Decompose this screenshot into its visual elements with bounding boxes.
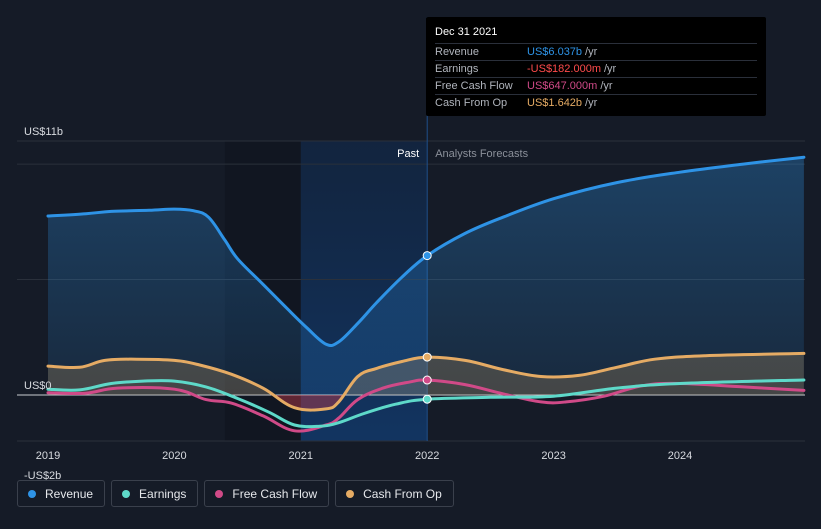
chart-legend: Revenue Earnings Free Cash Flow Cash Fro… bbox=[17, 480, 454, 507]
legend-label: Free Cash Flow bbox=[232, 486, 318, 501]
tooltip: Dec 31 2021 Revenue US$6.037b /yr Earnin… bbox=[426, 17, 766, 116]
tooltip-label: Cash From Op bbox=[435, 97, 508, 109]
tooltip-value: -US$182.000m bbox=[527, 63, 601, 75]
tooltip-row-cash-from-op: Cash From Op US$1.642b /yr bbox=[435, 94, 757, 111]
legend-dot-icon bbox=[28, 489, 36, 498]
tooltip-label: Earnings bbox=[435, 63, 479, 75]
tooltip-row-free-cash-flow: Free Cash Flow US$647.000m /yr bbox=[435, 77, 757, 94]
legend-label: Cash From Op bbox=[363, 486, 442, 501]
x-tick-label: 2019 bbox=[36, 450, 60, 462]
legend-item-cash-from-op[interactable]: Cash From Op bbox=[335, 480, 454, 507]
tooltip-row-earnings: Earnings -US$182.000m /yr bbox=[435, 60, 757, 77]
tooltip-date: Dec 31 2021 bbox=[435, 26, 498, 38]
tooltip-value: US$647.000m bbox=[527, 80, 598, 92]
marker-revenue bbox=[422, 251, 432, 261]
legend-dot-icon bbox=[215, 489, 224, 498]
tooltip-label: Revenue bbox=[435, 46, 480, 58]
past-label: Past bbox=[397, 148, 419, 160]
tooltip-row-revenue: Revenue US$6.037b /yr bbox=[435, 43, 757, 60]
legend-label: Revenue bbox=[45, 486, 94, 501]
x-tick-label: 2021 bbox=[289, 450, 313, 462]
y-tick-label: US$0 bbox=[24, 380, 52, 392]
tooltip-value: US$1.642b bbox=[527, 97, 583, 109]
cash-from-op-area bbox=[48, 353, 804, 395]
tooltip-label: Free Cash Flow bbox=[435, 80, 513, 92]
y-tick-label: US$11b bbox=[24, 126, 63, 138]
forecast-label: Analysts Forecasts bbox=[435, 148, 528, 160]
revenue-line bbox=[46, 155, 806, 348]
x-tick-label: 2022 bbox=[415, 450, 439, 462]
legend-item-free-cash-flow[interactable]: Free Cash Flow bbox=[204, 480, 330, 507]
legend-item-revenue[interactable]: Revenue bbox=[17, 480, 106, 507]
marker-earnings bbox=[422, 394, 432, 404]
x-tick-label: 2020 bbox=[162, 450, 186, 462]
tooltip-unit: /yr bbox=[604, 63, 617, 75]
tooltip-unit: /yr bbox=[600, 80, 613, 92]
legend-dot-icon bbox=[346, 489, 355, 498]
tooltip-value: US$6.037b bbox=[527, 46, 583, 58]
marker-cash-from-op bbox=[422, 352, 432, 362]
tooltip-unit: /yr bbox=[585, 46, 598, 58]
y-tick-label: -US$2b bbox=[24, 470, 61, 482]
marker-free-cash-flow bbox=[422, 375, 432, 385]
legend-dot-icon bbox=[122, 489, 131, 498]
cash-from-op-line bbox=[46, 351, 806, 412]
free-cash-flow-line bbox=[46, 378, 806, 433]
tooltip-unit: /yr bbox=[585, 97, 598, 109]
legend-label: Earnings bbox=[139, 486, 187, 501]
x-tick-label: 2024 bbox=[668, 450, 692, 462]
x-tick-label: 2023 bbox=[541, 450, 565, 462]
legend-item-earnings[interactable]: Earnings bbox=[111, 480, 199, 507]
earnings-line bbox=[46, 378, 806, 429]
revenue-area bbox=[48, 157, 804, 395]
